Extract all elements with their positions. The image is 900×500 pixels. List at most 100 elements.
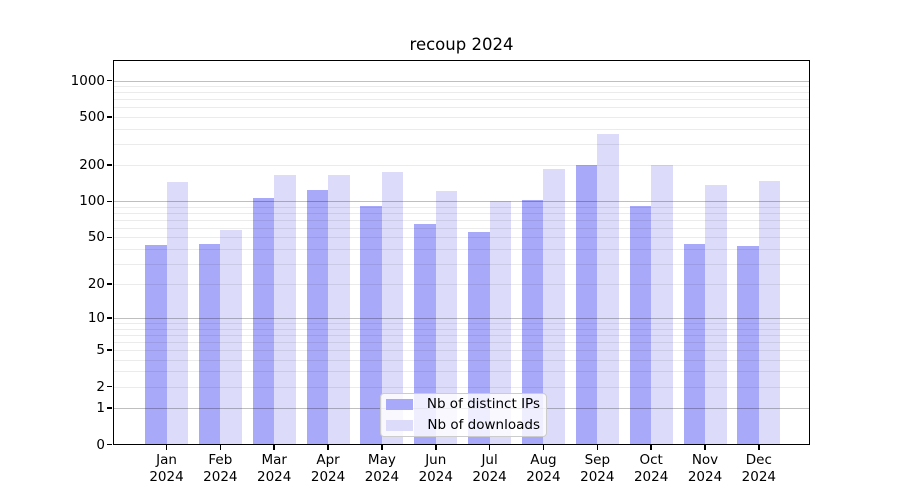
y-tick-label: 20 [87, 276, 105, 293]
x-tick-label: Sep 2024 [580, 452, 615, 485]
minor-gridline [113, 263, 810, 265]
minor-gridline [113, 143, 810, 145]
minor-gridline [113, 334, 810, 336]
bar-downloads [166, 181, 188, 445]
y-tick-label: 5 [96, 342, 105, 359]
major-gridline [113, 80, 810, 82]
y-tick-label: 50 [87, 229, 105, 246]
minor-gridline [113, 219, 810, 221]
minor-gridline [113, 107, 810, 109]
legend-label-downloads: Nb of downloads [427, 417, 540, 433]
x-tick-label: Aug 2024 [526, 452, 561, 485]
minor-gridline [113, 350, 810, 352]
y-tick-label: 10 [87, 310, 105, 327]
y-tick-mark [107, 443, 112, 446]
minor-gridline [113, 371, 810, 373]
y-tick-mark [107, 79, 112, 82]
bar-downloads [705, 184, 727, 445]
y-tick-mark [107, 317, 112, 319]
legend-swatch-downloads [386, 420, 413, 431]
x-tick-mark [596, 445, 599, 450]
legend-item-distinct-ips: Nb of distinct IPs [386, 396, 540, 413]
bar-downloads [220, 229, 242, 445]
y-tick-mark [107, 164, 112, 166]
bar-distinct-ips [414, 223, 436, 445]
x-tick-mark [488, 445, 491, 450]
y-tick-mark [107, 236, 112, 239]
bar-distinct-ips [629, 206, 652, 445]
major-gridline [113, 318, 810, 320]
plot-area [113, 60, 810, 445]
y-tick-mark [107, 116, 112, 118]
minor-gridline [113, 328, 810, 330]
bar-downloads [435, 191, 458, 445]
bar-downloads [651, 165, 673, 445]
bar-distinct-ips [145, 245, 167, 445]
bar-downloads [597, 134, 619, 445]
legend-swatch-distinct-ips [386, 399, 413, 410]
x-tick-mark [704, 445, 706, 450]
bar-distinct-ips [306, 189, 329, 445]
x-tick-mark [381, 445, 383, 450]
x-tick-label: Apr 2024 [310, 452, 346, 485]
x-tick-mark [650, 445, 652, 450]
bar-downloads [328, 175, 350, 445]
x-tick-label: Oct 2024 [633, 452, 669, 485]
y-tick-label: 2 [96, 378, 105, 395]
bars-layer [113, 60, 810, 445]
y-tick-mark [107, 385, 112, 388]
bar-downloads [274, 174, 296, 445]
x-tick-mark [435, 445, 437, 450]
y-tick-label: 500 [79, 109, 105, 125]
minor-gridline [113, 99, 810, 101]
legend-label-distinct-ips: Nb of distinct IPs [426, 396, 540, 412]
legend: Nb of distinct IPs Nb of downloads [380, 393, 547, 437]
minor-gridline [113, 206, 810, 208]
minor-gridline [113, 213, 810, 214]
grid-layer [113, 60, 810, 445]
minor-gridline [113, 341, 810, 343]
x-tick-label: Feb 2024 [203, 452, 238, 485]
x-tick-label: May 2024 [364, 452, 400, 485]
x-tick-label: Jun 2024 [418, 452, 453, 485]
bar-distinct-ips [468, 232, 490, 445]
chart-title: recoup 2024 [409, 35, 514, 54]
minor-gridline [113, 359, 810, 361]
minor-gridline [113, 128, 810, 130]
y-tick-label: 100 [79, 193, 105, 210]
bar-distinct-ips [360, 205, 382, 445]
major-gridline [113, 201, 810, 203]
minor-gridline [113, 386, 810, 388]
y-tick-label: 200 [79, 157, 105, 174]
x-tick-mark [758, 445, 760, 450]
x-tick-label: Mar 2024 [257, 452, 292, 485]
bar-distinct-ips [575, 164, 598, 445]
bar-distinct-ips [521, 200, 544, 445]
bar-distinct-ips [683, 243, 705, 445]
minor-gridline [113, 284, 810, 286]
x-tick-mark [219, 445, 222, 450]
legend-item-downloads: Nb of downloads [386, 417, 540, 434]
y-tick-mark [107, 349, 112, 351]
minor-gridline [113, 117, 810, 118]
x-tick-label: Nov 2024 [687, 452, 723, 485]
x-tick-label: Jul 2024 [472, 452, 507, 485]
x-tick-mark [327, 445, 329, 450]
minor-gridline [113, 323, 810, 325]
minor-gridline [113, 92, 810, 94]
bar-distinct-ips [198, 243, 221, 445]
minor-gridline [113, 165, 810, 167]
bar-downloads [489, 201, 512, 445]
y-tick-label: 0 [96, 436, 105, 453]
y-tick-label: 1 [96, 399, 105, 416]
minor-gridline [113, 86, 810, 88]
minor-gridline [113, 237, 810, 239]
bar-downloads [758, 180, 781, 445]
y-tick-label: 1000 [70, 72, 105, 89]
x-tick-label: Jan 2024 [149, 452, 184, 485]
y-tick-mark [107, 200, 112, 203]
bar-downloads [543, 168, 565, 445]
bar-downloads [381, 171, 404, 445]
x-tick-mark [273, 445, 275, 450]
